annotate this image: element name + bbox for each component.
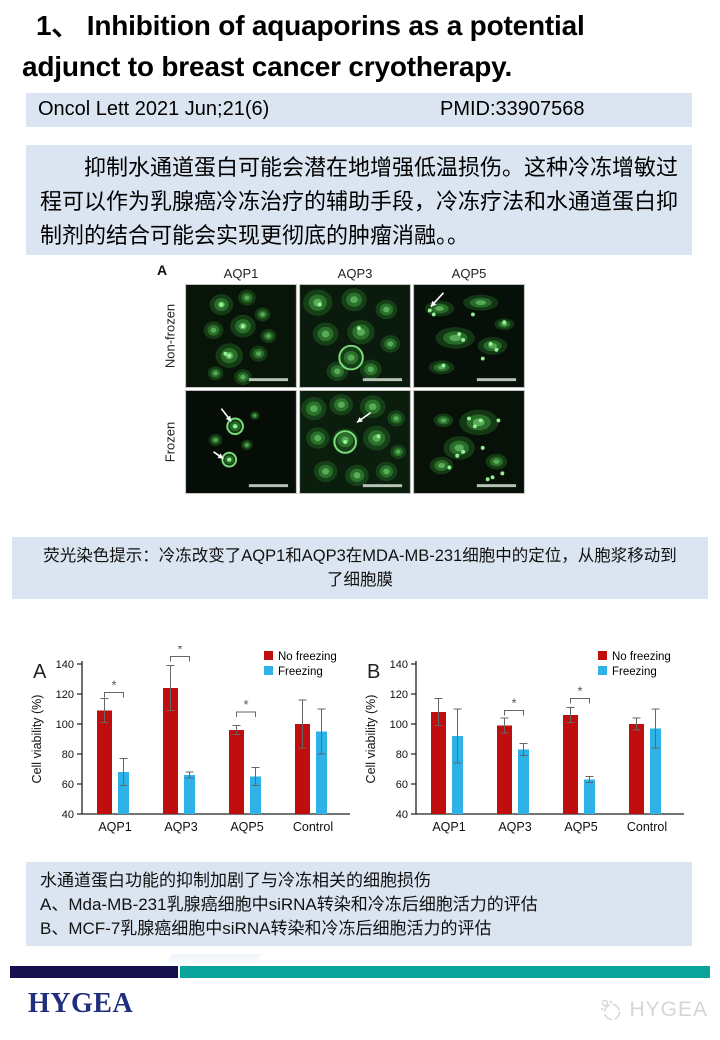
svg-text:140: 140 — [56, 659, 74, 671]
svg-text:AQP3: AQP3 — [498, 820, 531, 834]
figure-panel-label: A — [157, 262, 168, 278]
brand-logo-text: HYGEA — [28, 988, 134, 1019]
micrograph-nonfrozen-aqp5 — [413, 284, 525, 388]
svg-text:AQP5: AQP5 — [564, 820, 597, 834]
svg-text:Freezing: Freezing — [278, 666, 323, 678]
svg-text:100: 100 — [390, 719, 408, 731]
svg-text:40: 40 — [396, 809, 408, 821]
figure-row-frozen: Frozen — [162, 421, 178, 463]
pmid: PMID:33907568 — [440, 98, 585, 120]
svg-text:80: 80 — [62, 749, 74, 761]
title-line-1: 1、 Inhibition of aquaporins as a potenti… — [36, 10, 585, 41]
notes-block: 水通道蛋白功能的抑制加剧了与冷冻相关的细胞损伤 A、Mda-MB-231乳腺癌细… — [26, 862, 692, 946]
abstract-block: 抑制水通道蛋白可能会潜在地增强低温损伤。这种冷冻增敏过程可以作为乳腺癌冷冻治疗的… — [26, 145, 692, 255]
svg-text:Cell viability (%): Cell viability (%) — [30, 695, 44, 784]
svg-text:40: 40 — [62, 809, 74, 821]
footer-navy-bar — [10, 966, 178, 978]
svg-text:No freezing: No freezing — [278, 651, 337, 663]
micrograph-nonfrozen-aqp1 — [185, 284, 297, 388]
abstract-text: 抑制水通道蛋白可能会潜在地增强低温损伤。这种冷冻增敏过程可以作为乳腺癌冷冻治疗的… — [40, 155, 679, 248]
svg-text:AQP1: AQP1 — [432, 820, 465, 834]
bar-charts: 40 60 80 100 120 140 A Cell viability (%) AQP1 AQ… — [28, 646, 690, 854]
micrograph-frozen-aqp5 — [413, 390, 525, 494]
svg-text:Control: Control — [293, 820, 333, 834]
svg-text:No freezing: No freezing — [612, 651, 671, 663]
watermark-text: HYGEA — [629, 998, 708, 1021]
svg-text:AQP1: AQP1 — [98, 820, 131, 834]
svg-text:Freezing: Freezing — [612, 666, 657, 678]
svg-text:140: 140 — [390, 659, 408, 671]
figure-column-aqp5: AQP5 — [451, 266, 487, 281]
svg-text:60: 60 — [62, 779, 74, 791]
svg-text:80: 80 — [396, 749, 408, 761]
page-title: 1、 Inhibition of aquaporins as a potenti… — [22, 5, 704, 87]
svg-text:A: A — [33, 661, 47, 683]
svg-text:B: B — [367, 661, 380, 683]
footer-teal-bar — [180, 966, 710, 978]
svg-text:Cell viability (%): Cell viability (%) — [364, 695, 378, 784]
svg-text:*: * — [577, 684, 582, 699]
svg-text:*: * — [243, 697, 248, 712]
journal-bar: Oncol Lett 2021 Jun;21(6) PMID:33907568 — [26, 93, 692, 127]
figure-row-nonfrozen: Non-frozen — [162, 303, 178, 369]
svg-text:100: 100 — [56, 719, 74, 731]
svg-text:*: * — [111, 678, 116, 693]
svg-text:AQP5: AQP5 — [230, 820, 263, 834]
watermark: HYGEA — [598, 997, 708, 1023]
svg-text:120: 120 — [390, 689, 408, 701]
notes-line-2: A、Mda-MB-231乳腺癌细胞中siRNA转染和冷冻后细胞活力的评估 — [40, 895, 538, 914]
svg-text:120: 120 — [56, 689, 74, 701]
svg-text:60: 60 — [396, 779, 408, 791]
figure-column-aqp3: AQP3 — [337, 266, 373, 281]
bar-chart-a: 40 60 80 100 120 140 A Cell viability (%) AQP1 AQ… — [30, 646, 350, 834]
notes-line-3: B、MCF-7乳腺癌细胞中siRNA转染和冷冻后细胞活力的评估 — [40, 919, 492, 938]
bar-chart-b: 40 60 80 100 120 140 B Cell viability (%) AQP1 AQ… — [364, 651, 684, 834]
svg-text:Control: Control — [627, 820, 667, 834]
footer-accent-wisp — [163, 954, 263, 966]
micrograph-frozen-aqp3 — [299, 390, 411, 494]
notes-line-1: 水通道蛋白功能的抑制加剧了与冷冻相关的细胞损伤 — [40, 871, 431, 890]
journal-citation: Oncol Lett 2021 Jun;21(6) — [38, 98, 270, 120]
micrograph-nonfrozen-aqp3 — [299, 284, 411, 388]
micrograph-frozen-aqp1 — [185, 390, 297, 494]
figure-caption: 荧光染色提示：冷冻改变了AQP1和AQP3在MDA-MB-231细胞中的定位，从… — [12, 537, 708, 599]
svg-text:AQP3: AQP3 — [164, 820, 197, 834]
svg-text:*: * — [177, 646, 182, 657]
microscopy-figure: A AQP1 AQP3 AQP5 Non-frozen Frozen — [157, 262, 525, 494]
hygea-watermark-icon — [601, 999, 621, 1021]
svg-text:*: * — [511, 696, 516, 711]
figure-column-aqp1: AQP1 — [223, 266, 259, 281]
title-line-2: adjunct to breast cancer cryotherapy. — [22, 51, 513, 82]
